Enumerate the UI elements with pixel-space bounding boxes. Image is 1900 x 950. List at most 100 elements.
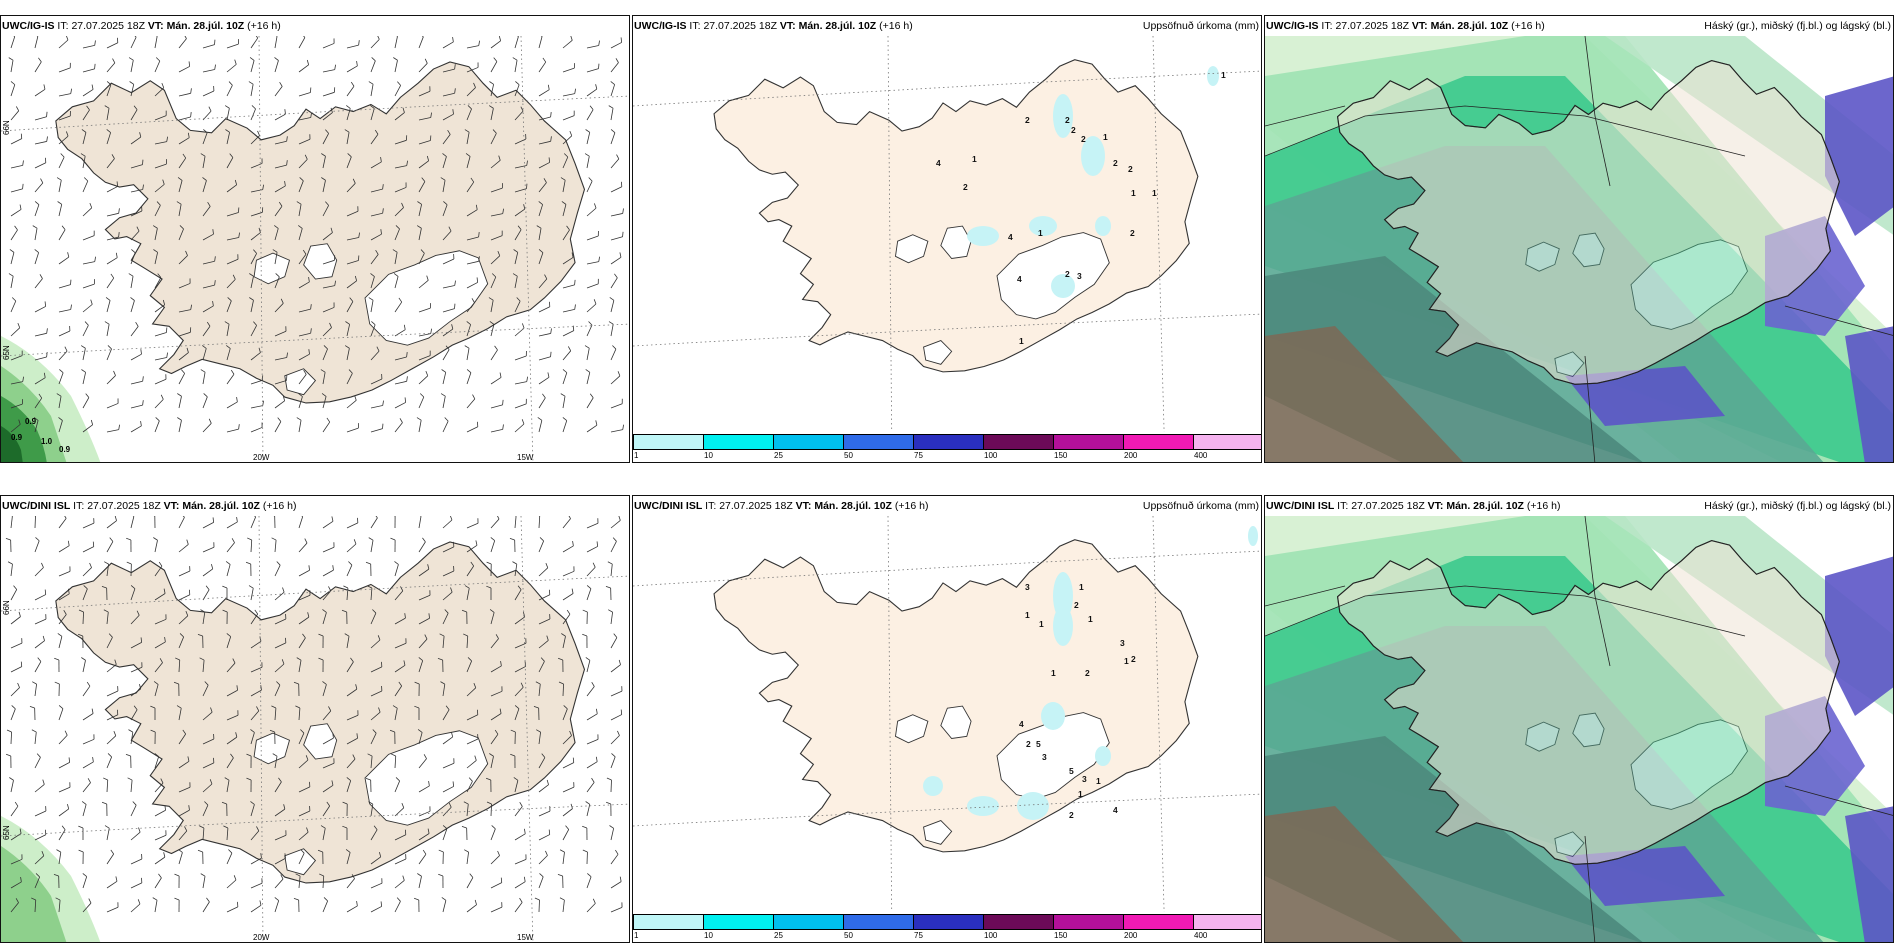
- wind-barb: [586, 156, 590, 169]
- wind-barb: [154, 618, 167, 625]
- precip-value: 5: [1036, 739, 1041, 749]
- wind-barb: [562, 786, 575, 793]
- wind-barb: [490, 665, 502, 673]
- lead-time: (+16 h): [879, 20, 913, 32]
- wind-barb-flag: [355, 684, 358, 690]
- wind-barb: [130, 732, 134, 745]
- wind-barb: [178, 760, 190, 769]
- wind-barb-flag: [206, 321, 211, 327]
- wind-barb-flag: [608, 321, 614, 325]
- wind-barb: [538, 420, 543, 433]
- wind-barb: [418, 758, 427, 769]
- wind-barb-flag: [380, 156, 382, 163]
- wind-barb-flag: [68, 588, 70, 594]
- wind-barb: [226, 542, 235, 553]
- wind-barb: [514, 36, 519, 49]
- panel-header: UWC/IG-IS IT: 27.07.2025 18Z VT: Mán. 28…: [1265, 16, 1893, 36]
- wind-barb-flag: [80, 345, 86, 349]
- wind-barb: [346, 878, 355, 889]
- glacier: [303, 243, 338, 280]
- wind-barb: [466, 852, 469, 865]
- wind-barb-flag: [322, 609, 327, 613]
- wind-barb-flag: [86, 681, 91, 687]
- wind-barb: [514, 806, 523, 817]
- wind-barb: [202, 260, 215, 265]
- wind-barb-flag: [486, 585, 492, 589]
- wind-barb: [610, 403, 623, 409]
- wind-barb-flag: [249, 273, 254, 277]
- wind-barb: [298, 308, 311, 313]
- wind-barb: [610, 256, 622, 265]
- wind-barb: [178, 204, 182, 217]
- wind-barb-flag: [524, 828, 526, 834]
- wind-barb: [130, 84, 135, 97]
- wind-barb-flag: [419, 393, 425, 398]
- wind-barb-flag: [489, 81, 494, 85]
- iceland: [713, 539, 1199, 853]
- wind-barb-flag: [346, 105, 351, 109]
- wind-barb: [34, 757, 41, 769]
- wind-barb-flag: [318, 633, 324, 637]
- wind-barb-flag: [227, 297, 232, 302]
- wind-barb: [538, 834, 550, 841]
- wind-barb-flag: [585, 369, 591, 373]
- wind-barb-flag: [258, 227, 261, 233]
- wind-barb: [226, 237, 239, 241]
- wind-barb-flag: [596, 708, 598, 714]
- wind-barb: [466, 236, 479, 241]
- wind-barb-flag: [550, 111, 552, 118]
- wind-barb: [106, 277, 115, 289]
- wind-barb: [250, 60, 255, 73]
- graticule: [633, 36, 1261, 462]
- wind-barb-flag: [280, 298, 284, 304]
- wind-barb: [442, 546, 455, 553]
- wind-barb-flag: [323, 897, 328, 902]
- wind-barb-flag: [461, 609, 467, 613]
- lat-label: 65N: [2, 825, 11, 840]
- wind-barb-flag: [286, 352, 288, 358]
- wind-barb-flag: [178, 849, 183, 853]
- wind-barb: [250, 710, 260, 721]
- wind-barb-flag: [177, 417, 182, 421]
- wind-barb: [610, 690, 623, 697]
- wind-barb-flag: [174, 897, 180, 901]
- wind-barb: [274, 781, 282, 793]
- wind-barb-flag: [248, 585, 254, 589]
- wind-barb-flag: [347, 153, 352, 158]
- wind-barb: [202, 568, 213, 577]
- wind-barb-flag: [200, 873, 206, 877]
- wind-barb-flag: [344, 345, 350, 349]
- wind-barb: [322, 805, 331, 817]
- wind-barb: [370, 804, 374, 817]
- wind-barb: [274, 185, 286, 193]
- wind-barb: [562, 204, 567, 217]
- wind-barb-flag: [286, 160, 288, 166]
- wind-barb: [154, 540, 158, 553]
- glacier: [1630, 239, 1748, 330]
- wind-barb-flag: [426, 275, 429, 281]
- wind-barb: [442, 308, 455, 313]
- wind-barb: [106, 564, 109, 577]
- wind-barb: [442, 134, 451, 145]
- wind-barb-flag: [451, 731, 454, 738]
- wind-barb: [82, 738, 95, 745]
- wind-barb: [538, 252, 544, 265]
- wind-barb-flag: [83, 585, 88, 590]
- colorbar-segment: [773, 914, 844, 930]
- wind-barb-flag: [563, 705, 568, 710]
- wind-barb-flag: [582, 849, 588, 853]
- wind-barb: [514, 616, 525, 625]
- wind-barb-flag: [605, 585, 611, 589]
- wind-barb-flag: [372, 729, 377, 734]
- wind-barb: [418, 204, 422, 217]
- wind-barb: [58, 614, 67, 625]
- wind-barb-flag: [454, 64, 456, 70]
- wind-barb: [34, 855, 45, 865]
- wind-barb-flag: [568, 516, 571, 519]
- wind-barb: [490, 540, 496, 553]
- wind-barb: [106, 132, 112, 145]
- wind-barb: [58, 229, 66, 241]
- wind-barb-flag: [611, 753, 616, 758]
- wind-barb-flag: [440, 177, 446, 181]
- wind-barb-flag: [250, 729, 255, 733]
